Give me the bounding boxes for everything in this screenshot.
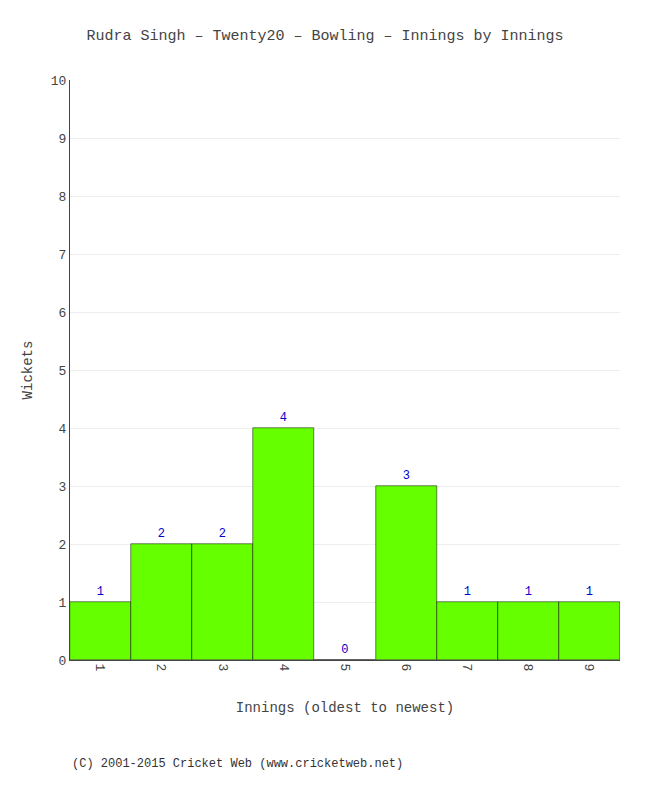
svg-text:Innings (oldest to newest): Innings (oldest to newest) [236,700,454,716]
svg-text:8: 8 [59,190,67,205]
svg-text:4: 4 [276,664,291,672]
svg-text:10: 10 [51,74,67,89]
svg-text:5: 5 [337,664,352,672]
svg-text:Rudra Singh – Twenty20 – Bowli: Rudra Singh – Twenty20 – Bowling – Innin… [86,28,563,45]
svg-text:6: 6 [59,306,67,321]
svg-text:0: 0 [341,643,348,657]
svg-text:(C) 2001-2015 Cricket Web (www: (C) 2001-2015 Cricket Web (www.cricketwe… [72,757,403,771]
svg-text:7: 7 [59,248,67,263]
svg-text:5: 5 [59,364,67,379]
svg-text:Wickets: Wickets [20,341,36,400]
svg-text:2: 2 [153,664,168,672]
svg-text:4: 4 [59,422,67,437]
svg-text:1: 1 [97,585,104,599]
svg-text:2: 2 [158,527,165,541]
svg-text:1: 1 [586,585,593,599]
svg-text:9: 9 [59,132,67,147]
svg-text:9: 9 [581,664,596,672]
svg-text:6: 6 [398,664,413,672]
svg-text:3: 3 [215,664,230,672]
svg-text:3: 3 [59,480,67,495]
svg-text:8: 8 [520,664,535,672]
svg-text:1: 1 [464,585,471,599]
svg-text:2: 2 [59,538,67,553]
svg-text:4: 4 [280,411,287,425]
svg-text:2: 2 [219,527,226,541]
svg-text:1: 1 [92,664,107,672]
svg-text:0: 0 [59,654,67,669]
svg-text:1: 1 [59,596,67,611]
svg-text:7: 7 [459,664,474,672]
svg-text:3: 3 [403,469,410,483]
svg-text:1: 1 [525,585,532,599]
